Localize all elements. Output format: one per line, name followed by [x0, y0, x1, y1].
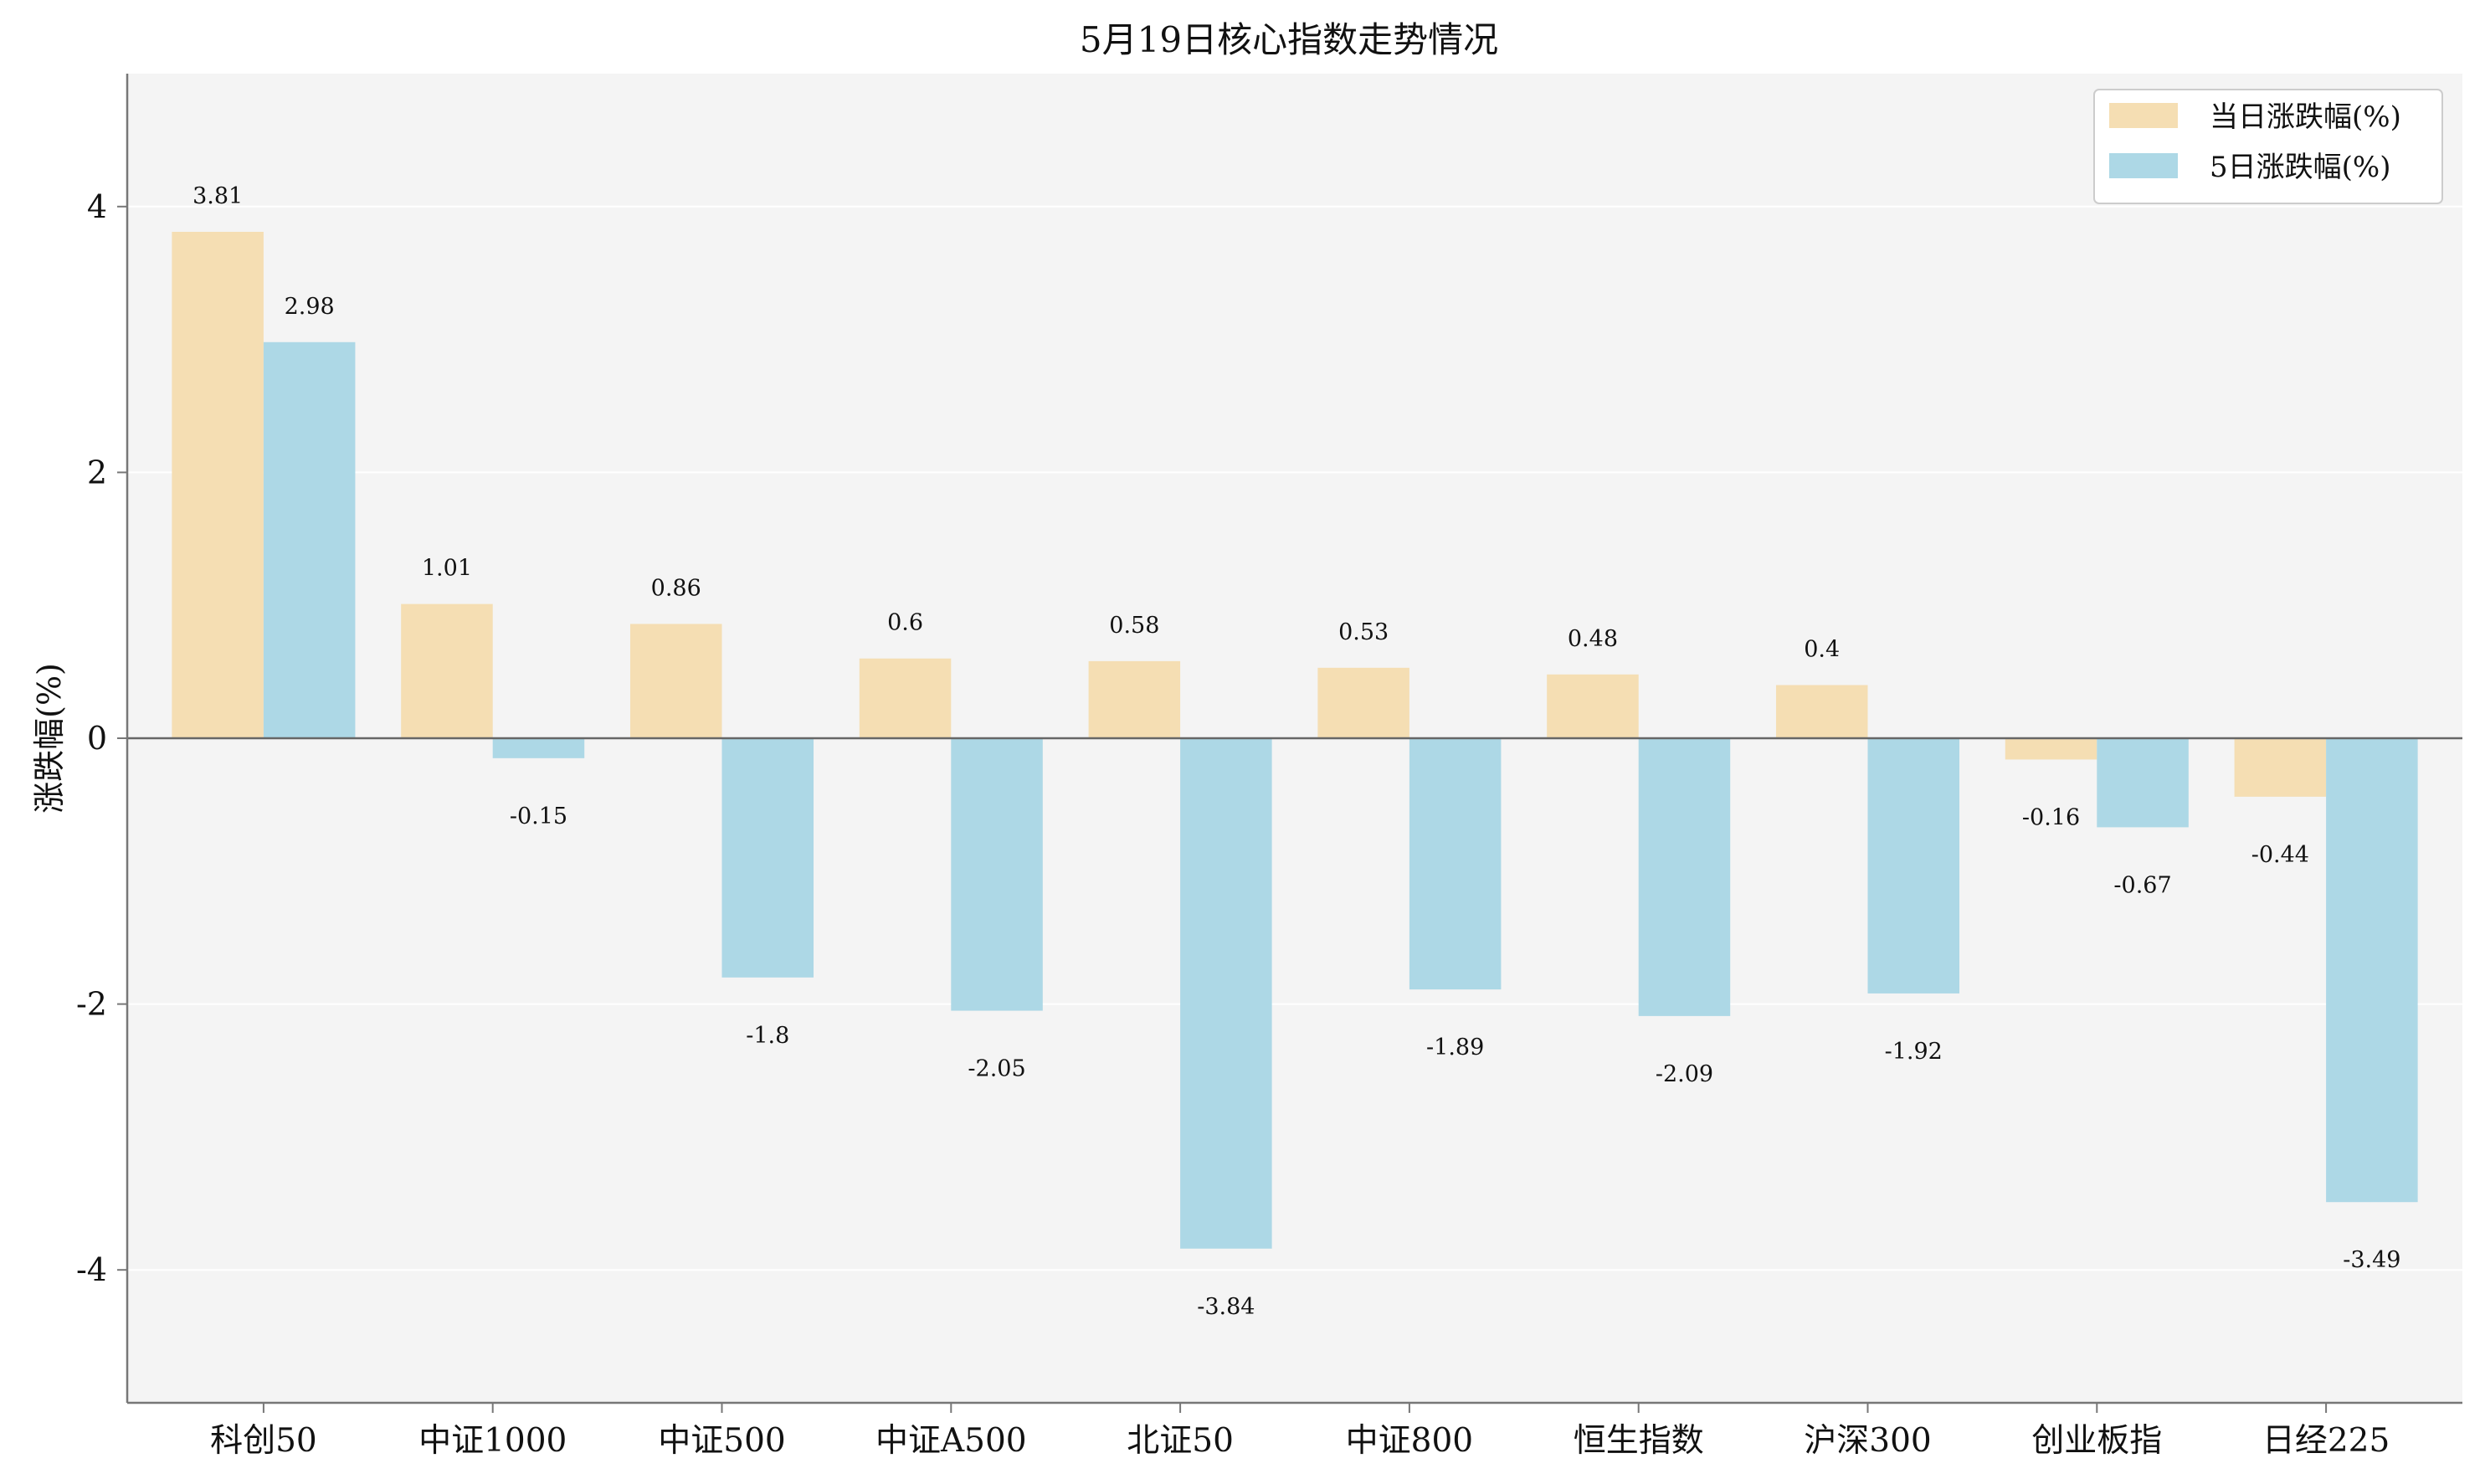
data-label: -1.92	[1885, 1039, 1943, 1065]
bar	[1775, 685, 1868, 738]
axes: -4 -2 0 2 4 科创50 中证1000 中证500 中证A500 北证50 中证800 恒生指…	[76, 74, 2462, 1460]
data-label: 0.86	[651, 575, 701, 601]
bar	[2234, 738, 2327, 797]
x-tick-label: 日经225	[2262, 1422, 2390, 1460]
data-label: -3.49	[2343, 1247, 2400, 1273]
data-label: 0.4	[1804, 636, 1840, 662]
x-tick-label: 中证1000	[418, 1422, 567, 1460]
bar	[1547, 674, 1639, 738]
x-tick-label: 创业板指	[2031, 1422, 2162, 1460]
bar	[1180, 738, 1272, 1249]
y-tick-label: 4	[87, 188, 107, 225]
data-label: 0.48	[1568, 626, 1618, 652]
bar	[951, 738, 1043, 1011]
bar	[1317, 667, 1409, 738]
bars	[172, 231, 2418, 1249]
legend-label: 5日涨跌幅(%)	[2210, 151, 2390, 184]
data-label: -0.67	[2113, 872, 2171, 898]
x-tick-label: 科创50	[210, 1422, 317, 1460]
data-label: -0.44	[2251, 842, 2309, 868]
chart-title: 5月19日核心指数走势情况	[1080, 19, 1498, 60]
value-labels: 3.81 2.98 1.01 -0.15 0.86 -1.8 0.6 -2.05 0.58 -3.…	[193, 183, 2400, 1320]
data-label: 2.98	[285, 294, 335, 320]
data-label: 0.53	[1338, 619, 1389, 645]
x-tick-label: 恒生指数	[1574, 1422, 1704, 1460]
x-tick-label: 中证500	[658, 1422, 785, 1460]
data-label: 3.81	[193, 183, 243, 209]
y-axis-label: 涨跌幅(%)	[31, 663, 68, 814]
legend-label: 当日涨跌幅(%)	[2210, 100, 2401, 134]
y-tick-label: -4	[76, 1251, 107, 1288]
bar	[401, 603, 493, 738]
data-label: -0.16	[2022, 804, 2080, 830]
legend-box	[2093, 89, 2443, 204]
bar	[1409, 738, 1502, 990]
legend-swatch	[2109, 103, 2178, 128]
bar	[2326, 738, 2418, 1203]
bar	[2097, 738, 2189, 828]
bar	[859, 658, 952, 738]
y-tick-label: 2	[87, 454, 107, 490]
data-label: -1.8	[746, 1023, 789, 1049]
legend-swatch	[2109, 153, 2178, 178]
data-label: -3.84	[1197, 1294, 1255, 1320]
data-label: 1.01	[422, 556, 472, 582]
y-tick-label: -2	[76, 986, 107, 1023]
x-tick-label: 沪深300	[1804, 1422, 1931, 1460]
data-label: 0.58	[1109, 613, 1159, 639]
bar	[629, 624, 722, 738]
bar	[2005, 738, 2097, 760]
x-tick-label: 中证A500	[875, 1422, 1027, 1460]
bar	[1638, 738, 1731, 1016]
bar	[172, 231, 264, 738]
x-tick-label: 中证800	[1346, 1422, 1473, 1460]
data-label: -2.09	[1656, 1061, 1713, 1087]
data-label: -1.89	[1426, 1035, 1484, 1060]
bar	[1088, 660, 1181, 738]
bar	[263, 341, 356, 738]
data-label: 0.6	[887, 610, 923, 636]
bar	[492, 738, 585, 758]
x-tick-label: 北证50	[1127, 1422, 1234, 1460]
data-label: -2.05	[968, 1056, 1025, 1082]
legend: 当日涨跌幅(%) 5日涨跌幅(%)	[2093, 89, 2443, 204]
bar	[1867, 738, 1960, 994]
data-label: -0.15	[510, 804, 567, 829]
bar	[721, 738, 814, 978]
y-tick-label: 0	[87, 720, 107, 757]
